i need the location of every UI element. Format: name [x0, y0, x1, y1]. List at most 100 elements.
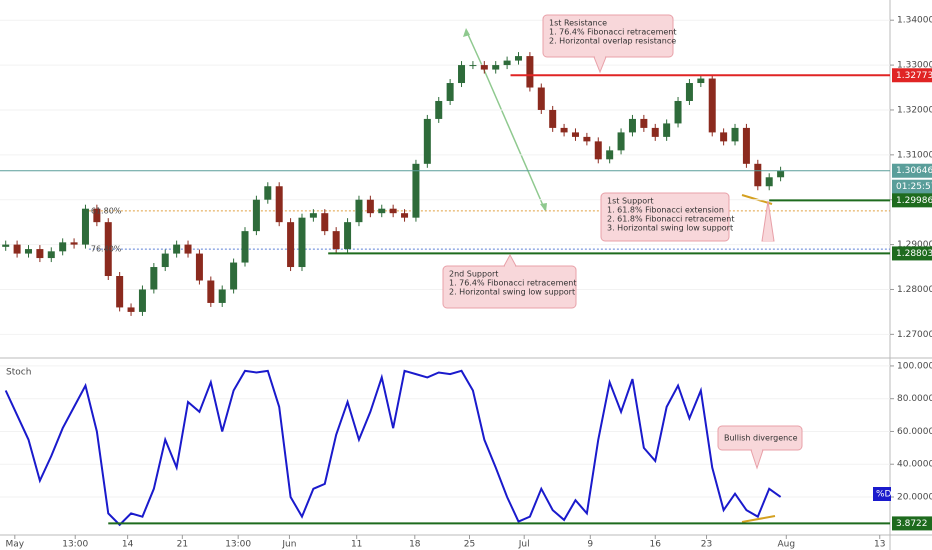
candle-body — [264, 186, 272, 200]
candle-body — [47, 251, 55, 259]
stoch-line — [4, 369, 782, 527]
candle-body — [446, 83, 454, 101]
level-box — [892, 163, 932, 178]
y-tick-label: 1.32000 — [897, 105, 932, 115]
candle-body — [207, 280, 215, 303]
fib-label: 76.40% — [91, 245, 122, 254]
y-tick-label: 1.29000 — [897, 240, 932, 250]
callout-text: 1st Resistance — [549, 19, 607, 28]
level-label: 1.30646 — [896, 166, 932, 176]
indicator-title: Stoch — [6, 368, 31, 378]
candle-body — [685, 83, 693, 101]
countdown: 01:25:57 — [896, 182, 932, 192]
candle-body — [628, 118, 636, 133]
candle-body — [458, 65, 466, 84]
callout-cover — [763, 240, 773, 242]
callout-text: 2. Horizontal overlap resistance — [549, 37, 676, 46]
candle-body — [298, 217, 306, 268]
candle-body — [355, 199, 363, 223]
callout-text: Bullish divergence — [724, 434, 798, 443]
candle-body — [537, 87, 545, 110]
y-tick-label: 80.0000 — [897, 394, 932, 404]
fib-label: 61.80% — [91, 206, 122, 215]
candle-body — [708, 78, 716, 133]
level-label: 3.8722 — [896, 519, 928, 529]
candle-body — [674, 100, 682, 124]
candle-body — [583, 136, 591, 142]
legend-box — [873, 487, 891, 501]
x-tick-label: 11 — [351, 540, 362, 550]
y-tick-label: 60.0000 — [897, 427, 932, 437]
candle-body — [640, 118, 648, 128]
level-box — [892, 246, 932, 261]
candle-body — [697, 78, 705, 84]
candle-body — [606, 150, 614, 160]
x-tick-label: 13:00 — [225, 540, 251, 550]
candle-body — [252, 199, 260, 232]
candle-body — [127, 307, 135, 312]
candle-body — [651, 127, 659, 137]
candle-body — [138, 289, 146, 312]
level-label: 1.28803 — [896, 249, 932, 259]
candle-body — [2, 244, 10, 247]
candle-body — [81, 208, 89, 245]
candle-body — [742, 127, 750, 164]
x-tick-label: Jun — [281, 540, 296, 550]
candle-body — [731, 127, 739, 142]
countdown-box — [892, 179, 932, 194]
candle-body — [104, 222, 112, 277]
candle-body — [344, 222, 352, 250]
candle-body — [184, 244, 192, 254]
level-box — [892, 516, 932, 531]
fib-arrow — [484, 71, 546, 211]
candle-body — [378, 208, 386, 214]
y-tick-label: 1.28000 — [897, 285, 932, 295]
x-tick-label: Jul — [518, 540, 530, 550]
candle-body — [218, 289, 226, 303]
candle-body — [401, 213, 409, 218]
candle-body — [241, 231, 249, 263]
level-box — [892, 193, 932, 208]
callout-text: 2. 61.8% Fibonacci retracement — [607, 215, 735, 224]
callout-text: 2. Horizontal swing low support — [449, 288, 575, 297]
candle-body — [70, 242, 78, 245]
candle-body — [480, 65, 488, 70]
candle-body — [150, 267, 158, 290]
x-tick-label: 9 — [587, 540, 593, 550]
x-tick-label: 21 — [177, 540, 188, 550]
candle-body — [423, 118, 431, 164]
candle-body — [366, 199, 374, 214]
candle-body — [309, 213, 317, 218]
candle-body — [173, 244, 181, 254]
y-tick-label: 1.33000 — [897, 61, 932, 71]
x-tick-label: 25 — [464, 540, 475, 550]
callout-text: 2nd Support — [449, 270, 498, 279]
callout-text: 1. 61.8% Fibonacci extension — [607, 206, 724, 215]
candle-body — [36, 249, 44, 259]
callout-cover — [752, 449, 762, 451]
candle-body — [617, 132, 625, 151]
callout-box — [600, 192, 730, 242]
y-tick-label: 40.0000 — [897, 460, 932, 470]
overlay: 1.270001.280001.290001.300001.310001.320… — [0, 14, 932, 550]
candle-body — [549, 109, 557, 128]
candle-body — [515, 56, 523, 61]
candle-body — [777, 170, 785, 178]
y-tick-label: 1.31000 — [897, 150, 932, 160]
candle-body — [287, 222, 295, 268]
x-tick-label: 16 — [650, 540, 662, 550]
candle-body — [754, 163, 762, 187]
candle-body — [116, 276, 124, 308]
x-tick-label: 13 — [874, 540, 885, 550]
marks — [0, 19, 894, 539]
candle-body — [594, 141, 602, 160]
divergence-line — [741, 515, 776, 523]
x-tick-label: May — [6, 540, 25, 550]
candle-body — [492, 65, 500, 70]
candle-body — [332, 231, 340, 250]
arrow-head — [540, 203, 547, 212]
x-tick-label: 23 — [701, 540, 712, 550]
candle-body — [59, 242, 67, 252]
candle-body — [321, 213, 329, 232]
